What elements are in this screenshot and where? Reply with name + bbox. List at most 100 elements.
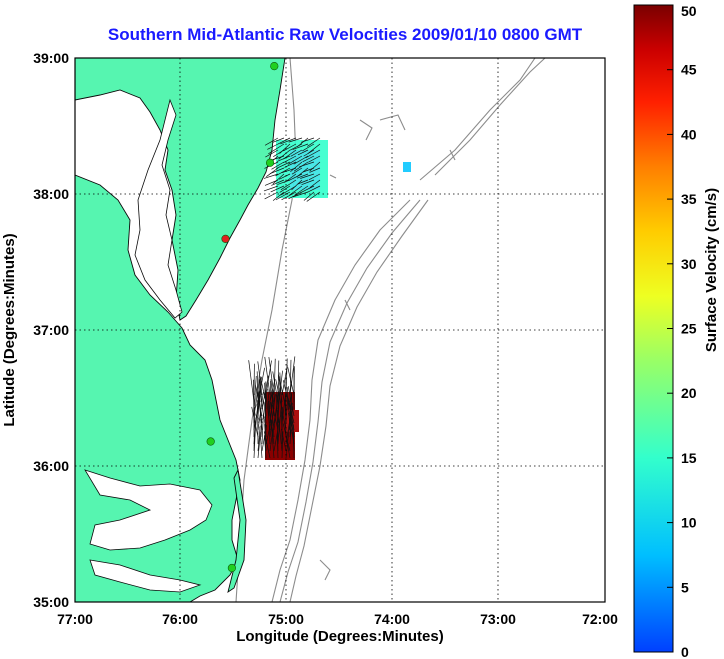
velocity-vector xyxy=(270,185,285,193)
velocity-vector xyxy=(265,149,279,158)
colorbar-tick-label: 20 xyxy=(681,385,697,401)
velocity-vector xyxy=(278,417,283,452)
velocity-vector xyxy=(279,185,291,193)
velocity-vector xyxy=(268,406,275,445)
colorbar-tick-label: 35 xyxy=(681,191,697,207)
velocity-vector xyxy=(267,143,279,150)
radar-station-marker xyxy=(206,437,215,446)
velocity-vector xyxy=(287,386,295,417)
contour-line xyxy=(344,299,351,311)
velocity-vector xyxy=(273,415,281,452)
velocity-vector xyxy=(268,401,271,445)
colorbar-tick-label: 30 xyxy=(681,256,697,272)
velocity-vector xyxy=(307,143,321,154)
velocity-vector xyxy=(277,401,282,445)
colorbar-ticks: 0 5 10 15 20 25 30 35 40 45 50 xyxy=(667,3,697,659)
velocity-vector xyxy=(301,179,315,185)
velocity-vector xyxy=(287,155,303,165)
velocity-vector xyxy=(300,185,315,193)
contour-line xyxy=(434,58,546,176)
velocity-vector xyxy=(265,402,267,438)
velocity-vector xyxy=(271,161,285,170)
contour-line xyxy=(289,199,429,602)
plot-area[interactable] xyxy=(74,57,606,603)
velocity-vector xyxy=(270,379,275,410)
colorbar-tick-label: 15 xyxy=(681,450,697,466)
x-axis-label: Longitude (Degrees:Minutes) xyxy=(236,628,444,645)
grid-lines xyxy=(75,58,605,602)
velocity-vector xyxy=(258,395,263,438)
radar-station-marker xyxy=(227,563,236,573)
velocity-cells-offshore xyxy=(403,162,411,172)
velocity-vector xyxy=(282,380,291,410)
velocity-vector xyxy=(269,167,285,175)
albemarle-sound xyxy=(89,559,202,593)
velocity-vector xyxy=(280,179,297,191)
velocity-vector xyxy=(264,435,267,459)
map-title: Southern Mid-Atlantic Raw Velocities 200… xyxy=(108,25,583,44)
velocity-vector xyxy=(296,167,309,178)
velocity-vector xyxy=(272,191,285,201)
velocity-vector xyxy=(288,191,303,200)
velocity-vector xyxy=(269,380,271,410)
velocity-vector xyxy=(257,376,262,417)
velocity-vector xyxy=(303,191,315,201)
y-axis-label: Latitude (Degrees:Minutes) xyxy=(1,233,18,426)
velocity-vector xyxy=(297,137,309,148)
velocity-vector xyxy=(307,137,321,147)
velocity-vector xyxy=(306,191,321,202)
contour-line xyxy=(359,119,373,141)
colorbar-tick-label: 25 xyxy=(681,321,697,337)
velocity-vector xyxy=(265,419,272,445)
velocity-vector xyxy=(275,167,291,177)
velocity-vector xyxy=(309,179,321,188)
y-tick-label: 36:00 xyxy=(33,458,69,474)
velocity-vector xyxy=(308,173,321,181)
barrier-island xyxy=(227,468,247,594)
velocity-vector xyxy=(309,161,321,172)
x-axis: 77:00 76:00 75:00 74:00 73:00 72:00 Long… xyxy=(57,611,618,645)
colorbar-tick-label: 5 xyxy=(681,579,689,595)
velocity-vector xyxy=(277,179,291,185)
chesapeake-bay xyxy=(134,98,183,319)
colorbar-label: Surface Velocity (cm/s) xyxy=(703,188,720,352)
velocity-vector xyxy=(288,137,303,143)
velocity-vector xyxy=(275,191,291,201)
velocity-vector xyxy=(272,173,285,185)
velocity-vector xyxy=(278,149,291,160)
x-tick-label: 73:00 xyxy=(480,611,516,627)
velocity-vector xyxy=(276,161,291,169)
x-tick-label: 77:00 xyxy=(57,611,93,627)
velocity-vector xyxy=(289,356,296,396)
radar-station-marker xyxy=(221,234,230,243)
velocity-vector xyxy=(283,149,297,160)
velocity-vector xyxy=(284,400,287,438)
velocity-vector xyxy=(302,143,315,152)
contour-line xyxy=(329,174,337,179)
velocity-vector xyxy=(255,385,263,417)
velocity-vector xyxy=(291,167,303,175)
velocity-vector xyxy=(259,391,267,431)
y-tick-label: 37:00 xyxy=(33,322,69,338)
velocity-vector xyxy=(253,407,255,452)
velocity-vector xyxy=(296,173,309,179)
velocity-vector xyxy=(292,143,309,150)
velocity-vector xyxy=(308,155,321,163)
contour-line xyxy=(271,199,411,602)
velocity-vector xyxy=(279,173,291,180)
velocity-vector xyxy=(251,406,259,438)
radar-stations xyxy=(206,62,279,573)
velocity-vector xyxy=(259,426,263,459)
velocity-vector xyxy=(300,173,315,179)
velocity-vector xyxy=(293,424,295,459)
y-tick-label: 39:00 xyxy=(33,50,69,66)
velocity-vector xyxy=(248,360,255,403)
x-tick-label: 72:00 xyxy=(582,611,618,627)
velocity-vector xyxy=(283,155,297,163)
velocity-cells-delmarva xyxy=(276,140,328,198)
velocity-vector xyxy=(257,432,261,459)
velocity-vector xyxy=(300,137,315,143)
velocity-vector xyxy=(265,360,272,396)
velocity-vector xyxy=(280,428,287,452)
velocity-vector xyxy=(261,413,264,445)
